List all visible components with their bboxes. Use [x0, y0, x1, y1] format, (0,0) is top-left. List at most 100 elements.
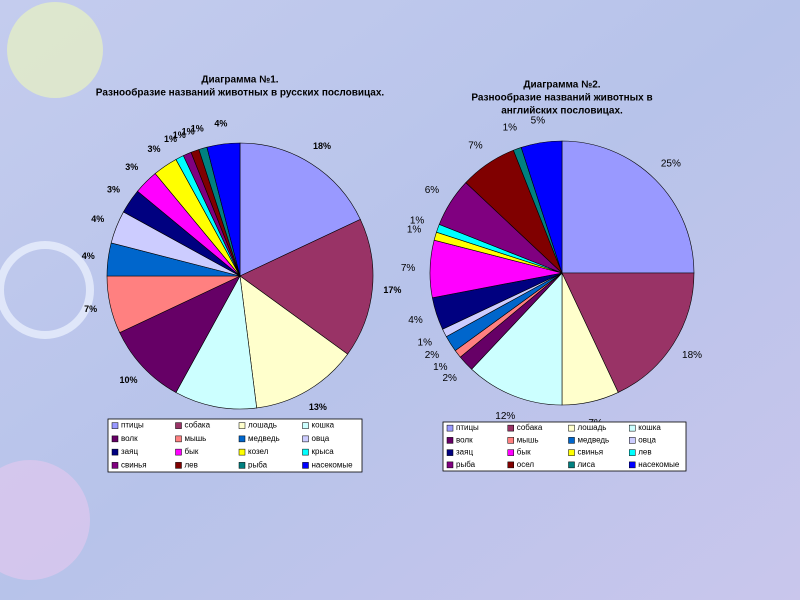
legend-swatch — [302, 462, 309, 469]
legend-label: лиса — [578, 460, 596, 469]
legend-label: рыба — [456, 460, 476, 469]
legend-swatch — [568, 424, 575, 432]
legend-swatch — [175, 462, 182, 469]
legend-swatch — [568, 437, 575, 444]
legend-label: овца — [312, 434, 330, 443]
legend-swatch — [446, 461, 454, 469]
legend-label: насекомые — [638, 460, 680, 469]
legend-label: заяц — [121, 447, 138, 456]
data-label: 10% — [119, 375, 137, 385]
legend-swatch — [507, 449, 514, 456]
legend-swatch — [568, 461, 575, 469]
legend-label: рыба — [248, 460, 268, 469]
data-label: 1% — [410, 215, 425, 226]
legend-swatch — [302, 448, 309, 456]
legend-label: насекомые — [312, 460, 354, 469]
pie-slice — [239, 218, 374, 355]
legend-swatch — [238, 448, 246, 456]
legend-swatch — [111, 435, 119, 443]
data-label: 7% — [468, 140, 483, 151]
data-label: 4% — [214, 119, 227, 129]
data-label: 4% — [91, 214, 104, 224]
data-label: 1% — [418, 338, 433, 349]
legend-swatch — [629, 437, 636, 444]
data-label: 7% — [84, 304, 97, 314]
data-label: 1% — [164, 134, 177, 144]
data-label: 3% — [125, 162, 138, 172]
legend-swatch — [175, 448, 182, 456]
data-label: 1% — [503, 123, 518, 134]
legend-label: овца — [638, 435, 656, 444]
decor — [0, 241, 94, 339]
legend-box — [442, 421, 687, 472]
data-label: 4% — [82, 251, 95, 261]
legend-label: бык — [185, 447, 199, 456]
legend-label: лошадь — [248, 421, 277, 430]
legend-label: медведь — [248, 434, 280, 443]
data-label: 4% — [408, 315, 423, 326]
legend-label: кошка — [312, 421, 335, 430]
legend-label: собака — [517, 423, 543, 432]
legend-swatch — [302, 435, 309, 443]
legend-swatch — [238, 462, 246, 469]
legend-swatch — [446, 449, 454, 456]
legend-swatch — [238, 422, 246, 429]
legend-label: лев — [185, 460, 198, 469]
data-label: 2% — [425, 350, 440, 361]
data-label: 5% — [531, 116, 546, 127]
data-label: 25% — [661, 159, 681, 170]
pie-slice — [206, 142, 241, 277]
legend-label: собака — [185, 421, 211, 430]
legend-swatch — [507, 424, 514, 432]
legend-swatch — [111, 448, 119, 456]
legend-label: лошадь — [578, 423, 607, 432]
decor — [0, 460, 90, 580]
decor — [7, 2, 103, 98]
legend-label: бык — [517, 448, 531, 457]
pie-slice — [239, 275, 349, 409]
legend-label: птицы — [456, 423, 479, 432]
chart-subtitle: Разнообразие названий животных в русских… — [96, 87, 385, 99]
data-label: 17% — [383, 285, 401, 295]
data-label: 1% — [433, 362, 448, 373]
chart-subtitle: английских пословицах. — [501, 106, 623, 117]
data-label: 13% — [309, 402, 327, 412]
legend-label: волк — [121, 434, 138, 443]
legend-swatch — [629, 461, 636, 469]
data-label: 1% — [173, 130, 186, 140]
data-label: 7% — [401, 263, 416, 274]
chart-title: Диаграмма №1. — [201, 75, 278, 86]
legend-label: волк — [456, 435, 473, 444]
pie-slice — [471, 272, 563, 406]
legend-box — [107, 418, 363, 473]
legend-label: мышь — [185, 434, 207, 443]
chart-subtitle: Разнообразие названий животных в — [471, 92, 652, 104]
legend-label: птицы — [121, 421, 144, 430]
legend-swatch — [507, 461, 514, 469]
legend-swatch — [629, 449, 636, 456]
legend-swatch — [446, 437, 454, 444]
legend-swatch — [238, 435, 246, 443]
data-label: 3% — [107, 184, 120, 194]
pie-slice — [239, 142, 361, 277]
legend-label: медведь — [578, 435, 610, 444]
chart-title: Диаграмма №2. — [523, 80, 600, 91]
legend-swatch — [111, 422, 119, 429]
data-label: 1% — [407, 225, 422, 236]
legend-swatch — [629, 424, 636, 432]
data-label: 3% — [147, 144, 160, 154]
legend-swatch — [302, 422, 309, 429]
legend-swatch — [175, 422, 182, 429]
data-label: 12% — [495, 411, 515, 422]
legend-swatch — [568, 449, 575, 456]
legend-label: свинья — [578, 448, 604, 457]
legend-label: крыса — [312, 447, 335, 456]
data-label: 18% — [313, 141, 331, 151]
legend-label: осел — [517, 460, 535, 469]
data-label: 6% — [425, 185, 440, 196]
pie-slice — [561, 272, 695, 393]
legend-label: свинья — [121, 460, 147, 469]
legend-swatch — [111, 462, 119, 469]
pie-slice — [175, 275, 258, 410]
data-label: 2% — [443, 373, 458, 384]
